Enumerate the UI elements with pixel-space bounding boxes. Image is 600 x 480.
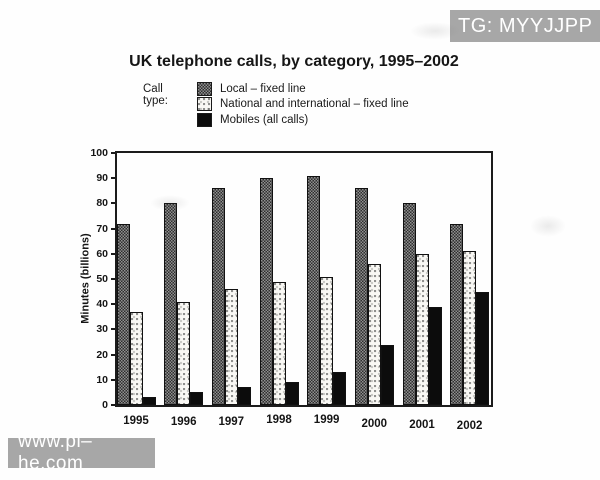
legend-swatch-national <box>197 97 212 112</box>
watermark-top-right: TG: MYYJJPP <box>450 10 600 42</box>
y-tick-mark-80 <box>111 202 115 205</box>
bar-mobiles-2001 <box>428 306 442 405</box>
y-tick-label-20: 20 <box>96 348 108 361</box>
scan-artifact <box>530 215 566 237</box>
y-tick-label-90: 90 <box>96 172 108 185</box>
bar-national-2000 <box>367 263 381 405</box>
bar-mobiles-1998 <box>285 382 299 405</box>
y-tick-mark-90 <box>111 177 115 180</box>
bar-local-2002 <box>450 223 464 405</box>
bar-local-1995 <box>116 223 130 405</box>
x-tick-label-2000: 2000 <box>361 418 388 430</box>
y-tick-label-50: 50 <box>96 273 108 285</box>
bar-national-1995 <box>129 311 143 405</box>
legend-swatch-mobiles <box>197 112 212 127</box>
y-tick-mark-10 <box>111 378 115 381</box>
legend-label-national: National and international – fixed line <box>220 98 409 111</box>
bar-national-1997 <box>224 289 238 405</box>
bar-mobiles-1995 <box>142 397 156 405</box>
y-tick-mark-0 <box>111 404 115 406</box>
y-tick-label-60: 60 <box>96 247 108 260</box>
y-tick-label-30: 30 <box>96 323 108 336</box>
y-tick-mark-60 <box>111 252 115 255</box>
y-tick-label-40: 40 <box>96 298 108 311</box>
y-tick-label-70: 70 <box>96 222 108 235</box>
legend-item-mobiles: Mobiles (all calls) <box>197 112 409 128</box>
chart-title: UK telephone calls, by category, 1995–20… <box>129 53 459 70</box>
bar-local-1998 <box>259 178 273 405</box>
x-tick-label-2002: 2002 <box>456 420 483 432</box>
bar-chart-plot-area <box>115 151 493 407</box>
y-tick-mark-40 <box>111 303 115 306</box>
bar-national-1998 <box>272 281 286 405</box>
legend-swatch-local <box>197 81 212 96</box>
x-tick-label-1998: 1998 <box>266 414 292 426</box>
bar-mobiles-1997 <box>237 387 251 405</box>
bar-mobiles-2002 <box>476 291 490 405</box>
legend-item-local: Local – fixed line <box>197 81 409 97</box>
bar-mobiles-1999 <box>333 372 347 405</box>
y-tick-label-0: 0 <box>102 399 108 411</box>
watermark-bottom-left-text: www.pl–he.com <box>18 431 93 474</box>
x-tick-label-2001: 2001 <box>409 419 435 431</box>
legend-rows: Local – fixed line National and internat… <box>197 81 409 128</box>
y-tick-mark-70 <box>111 227 115 230</box>
bar-mobiles-2000 <box>380 344 394 405</box>
y-tick-label-100: 100 <box>90 147 108 159</box>
bar-mobiles-1996 <box>190 392 204 405</box>
y-tick-label-10: 10 <box>96 373 108 386</box>
legend-label-mobiles: Mobiles (all calls) <box>220 113 309 126</box>
bar-national-2001 <box>415 253 429 405</box>
y-tick-mark-20 <box>111 353 115 356</box>
bar-local-1999 <box>307 175 321 405</box>
bar-local-2000 <box>354 188 368 405</box>
x-tick-label-1996: 1996 <box>170 416 197 428</box>
y-tick-mark-50 <box>111 278 115 280</box>
x-tick-label-1997: 1997 <box>218 416 245 428</box>
legend-caption: Call type: <box>143 83 168 107</box>
bar-local-1997 <box>211 188 225 405</box>
y-tick-label-80: 80 <box>96 197 108 210</box>
x-tick-label-1995: 1995 <box>123 415 149 427</box>
legend-item-national: National and international – fixed line <box>197 97 409 113</box>
bar-local-2001 <box>402 203 416 405</box>
bar-national-2002 <box>463 251 477 405</box>
x-tick-label-1999: 1999 <box>313 414 340 426</box>
y-tick-mark-30 <box>111 328 115 331</box>
watermark-bottom-left: www.pl–he.com <box>8 431 155 474</box>
bar-national-1999 <box>320 276 334 405</box>
y-tick-mark-100 <box>111 152 115 154</box>
legend-label-local: Local – fixed line <box>220 82 306 95</box>
bar-local-1996 <box>164 203 178 405</box>
bar-national-1996 <box>177 301 191 405</box>
watermark-top-right-text: TG: MYYJJPP <box>458 14 593 37</box>
